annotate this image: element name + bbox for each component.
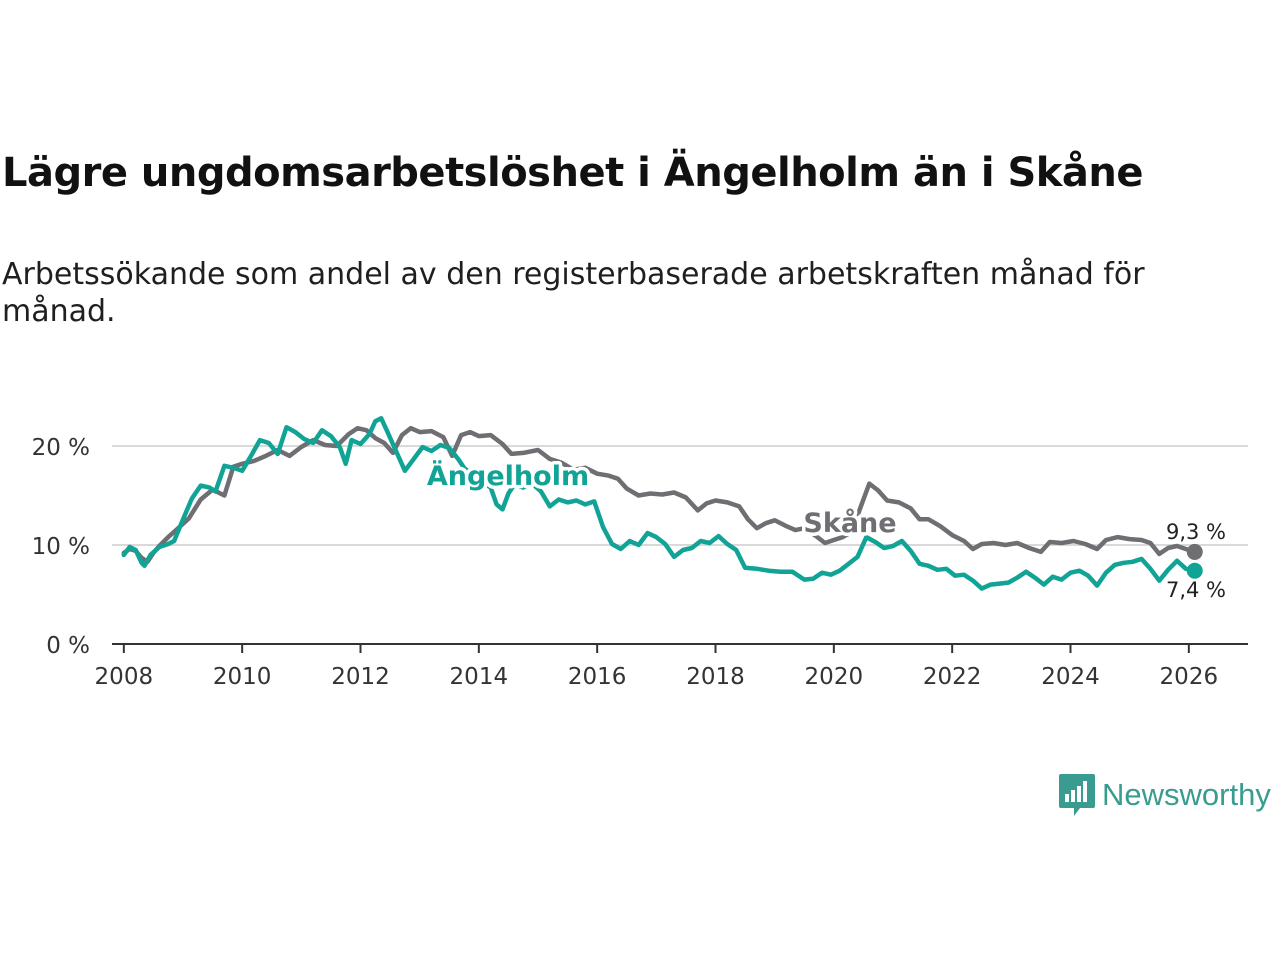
x-axis: 2008 2010 2012 2014 2016 2018 2020 2022 2024 2026 [95,643,1248,690]
newsworthy-logo: Newsworthy [1058,772,1271,818]
chart-subtitle: Arbetssökande som andel av den registerb… [2,257,1145,329]
x-tick-label: 2016 [568,664,627,690]
x-tick-label: 2024 [1041,664,1100,690]
x-tick-label: 2012 [331,664,390,690]
line-chart: 0 % 10 % 20 % 2008 2010 2012 2014 2016 2018 2020… [32,416,1248,690]
series-line-skane [121,425,1197,565]
end-point-skane [1186,543,1203,560]
end-value-label-angelholm: 7,4 % [1166,578,1226,602]
y-tick-label: 0 % [46,633,90,659]
end-point-angelholm [1186,562,1203,579]
y-axis-labels: 0 % 10 % 20 % [32,435,90,659]
x-tick-label: 2014 [450,664,509,690]
bar-chart-logo-icon [1059,774,1095,816]
chart-title: Lägre ungdomsarbetslöshet i Ängelholm än… [2,150,1144,196]
series-lines [121,416,1203,591]
brand-name: Newsworthy [1102,777,1271,812]
x-tick-label: 2010 [213,664,272,690]
x-tick-label: 2022 [923,664,982,690]
series-line-angelholm [121,416,1197,591]
series-label-skane: Skåne [803,507,896,539]
x-tick-label: 2008 [95,664,154,690]
x-tick-label: 2020 [805,664,864,690]
end-value-label-skane: 9,3 % [1166,520,1226,544]
y-tick-label: 10 % [32,534,90,560]
series-labels: Ängelholm Skåne 9,3 % 7,4 % [423,457,1226,603]
series-label-angelholm: Ängelholm [427,460,589,492]
y-tick-label: 20 % [32,435,90,461]
x-tick-label: 2026 [1160,664,1219,690]
x-tick-label: 2018 [686,664,745,690]
